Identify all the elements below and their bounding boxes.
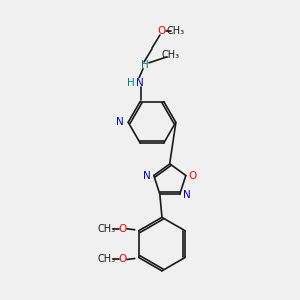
Text: N: N xyxy=(183,190,190,200)
Text: CH₃: CH₃ xyxy=(98,224,116,234)
Text: N: N xyxy=(143,170,151,181)
Text: O: O xyxy=(119,224,127,234)
Text: O: O xyxy=(119,254,127,265)
Text: O: O xyxy=(189,170,197,181)
Text: H: H xyxy=(141,60,149,70)
Text: CH₃: CH₃ xyxy=(167,26,185,36)
Text: CH₃: CH₃ xyxy=(162,50,180,60)
Text: N: N xyxy=(136,78,144,88)
Text: O: O xyxy=(158,26,166,36)
Text: CH₃: CH₃ xyxy=(98,254,116,265)
Text: N: N xyxy=(116,117,124,127)
Text: H: H xyxy=(127,78,135,88)
